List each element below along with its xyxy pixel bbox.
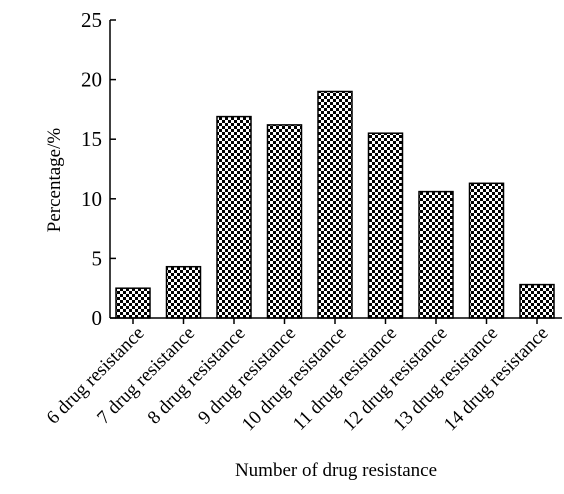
bar-8 [468,182,505,319]
bar-1 [115,287,151,319]
bar-5 [317,90,353,319]
bar-7 [418,190,454,319]
x-axis-title: Number of drug resistance [235,460,437,481]
bars-group [115,90,555,319]
y-ticks-group: 0 5 10 15 20 25 [81,8,116,330]
bar-6 [367,132,404,319]
y-tick-label: 20 [81,68,102,92]
bar-9 [519,283,555,319]
bar-4 [266,124,303,319]
bar-2 [165,265,202,319]
y-tick-label: 15 [81,127,102,151]
y-tick-label: 5 [92,246,103,270]
bar-3 [216,115,252,319]
y-tick-label: 25 [81,8,102,32]
y-tick-label: 10 [81,187,102,211]
y-axis-title: Percentage/% [44,128,65,233]
y-tick-label: 0 [92,306,103,330]
